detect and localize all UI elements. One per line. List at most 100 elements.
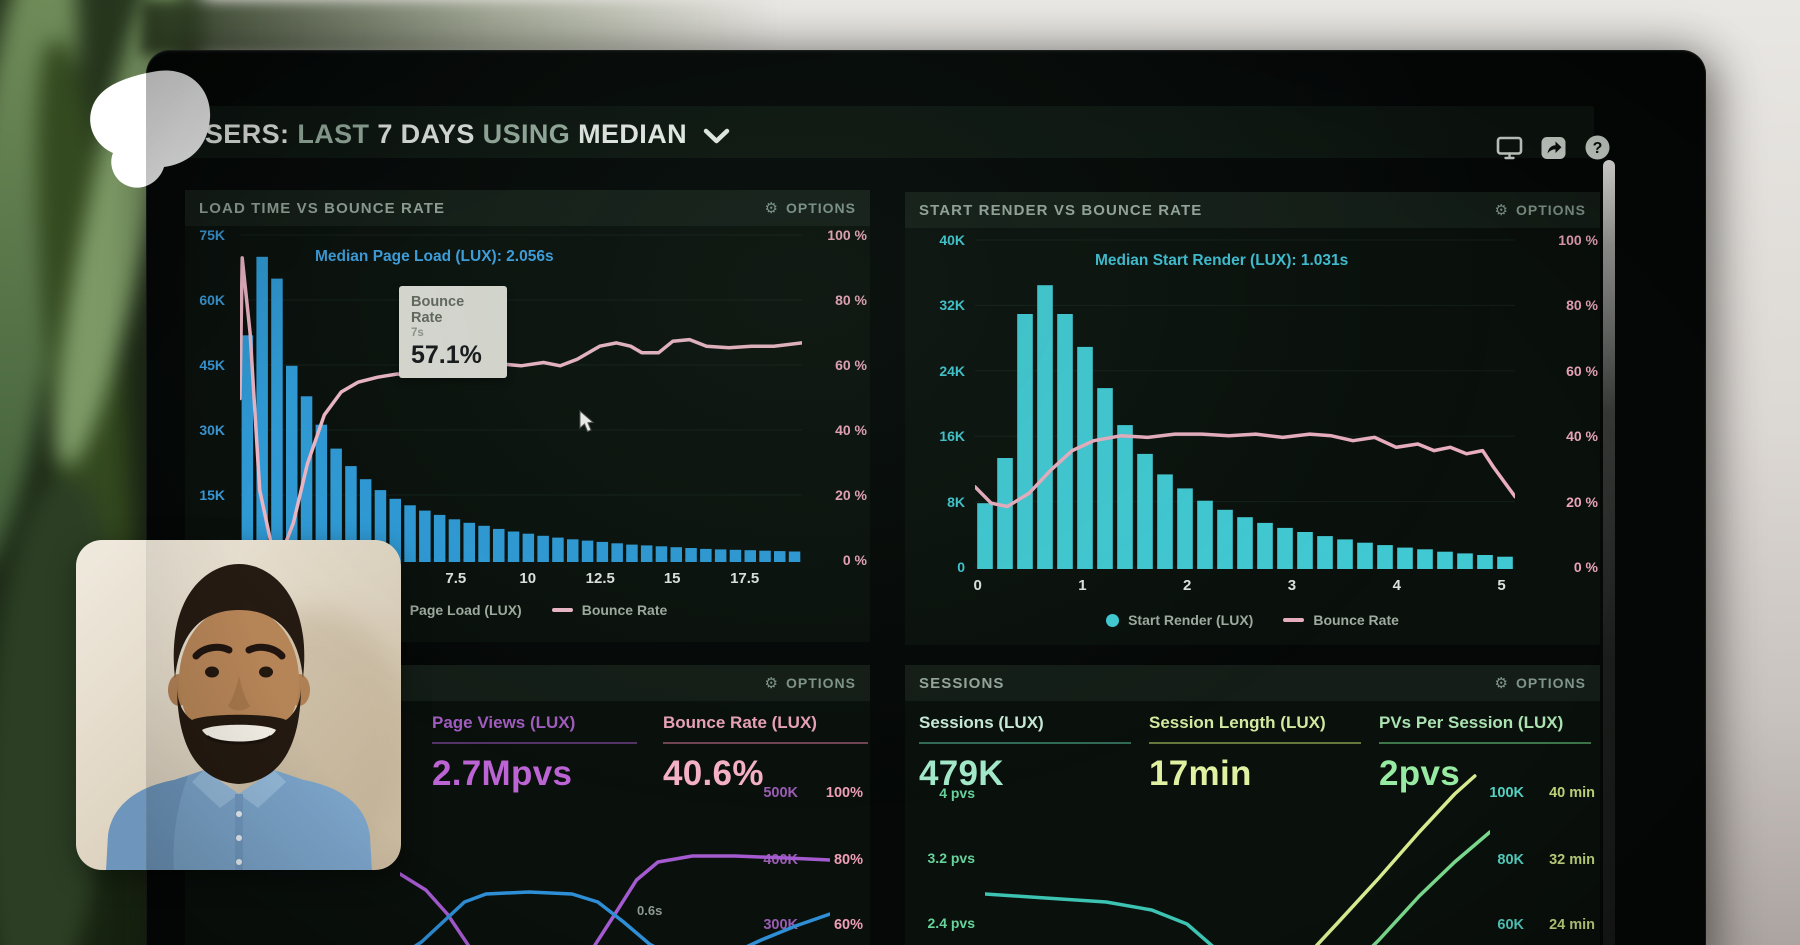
- y-axis-tick: 15K: [199, 487, 225, 503]
- options-label: OPTIONS: [785, 200, 856, 216]
- panel-header: START RENDER VS BOUNCE RATE ⚙ OPTIONS: [905, 192, 1600, 228]
- metric-label: Session Length (LUX): [1149, 713, 1326, 732]
- axis-scale-row: 400K 80%: [745, 852, 863, 868]
- webcam-overlay: [76, 540, 401, 870]
- gear-icon: ⚙: [764, 198, 779, 217]
- gear-icon: ⚙: [1494, 200, 1509, 219]
- legend-label: Bounce Rate: [581, 602, 668, 618]
- display-icon[interactable]: [1496, 134, 1523, 161]
- blue-line: [413, 890, 830, 945]
- legend-label: Start Render (LUX): [1128, 612, 1254, 628]
- metric-block: Session Length (LUX) 17min: [1149, 713, 1361, 794]
- axis-scale-label: 500K: [763, 785, 798, 801]
- x-axis-tick: 3: [1287, 577, 1297, 594]
- y-axis-tick-right: 20 %: [835, 487, 867, 503]
- median-annotation: Median Page Load (LUX): 2.056s: [315, 248, 554, 265]
- gear-icon: ⚙: [764, 673, 779, 692]
- plant-blur-top: [140, 0, 780, 56]
- axis-scale-label: 2.4 pvs: [927, 915, 975, 931]
- x-axis-tick: 10: [519, 570, 537, 587]
- metric-block: Bounce Rate (LUX) 40.6%: [663, 713, 868, 794]
- metric-underline: [1149, 742, 1361, 744]
- white-blob-overlay: [90, 70, 211, 188]
- y-axis-tick-right: 60 %: [835, 357, 867, 373]
- options-label: OPTIONS: [1515, 675, 1586, 691]
- bar-line-chart[interactable]: [975, 232, 1515, 577]
- share-icon[interactable]: [1540, 134, 1567, 161]
- axis-scale-label: 80%: [833, 852, 863, 868]
- title-part: MEDIAN: [570, 118, 688, 149]
- y-axis-tick: 32K: [939, 297, 965, 314]
- metric-label: Bounce Rate (LUX): [663, 713, 817, 732]
- axis-scale-label: 60K: [1497, 917, 1524, 933]
- y-axis-tick-right: 0 %: [1573, 559, 1598, 575]
- title-part: 7 DAYS: [369, 118, 475, 149]
- tooltip-title: Bounce Rate: [411, 294, 465, 326]
- axis-scale-label: 100%: [825, 785, 863, 801]
- chevron-down-icon[interactable]: [703, 128, 730, 145]
- y-axis-tick-right: 40 %: [835, 422, 867, 438]
- metric-label: Page Views (LUX): [432, 713, 576, 732]
- options-button[interactable]: ⚙ OPTIONS: [765, 675, 856, 691]
- bounce-rate-line: [975, 432, 1515, 509]
- metric-block: PVs Per Session (LUX) 2pvs: [1379, 713, 1591, 794]
- y-axis-tick: 30K: [199, 422, 225, 438]
- axis-corner-label: 0.6s: [637, 903, 663, 918]
- x-axis-tick: 7.5: [445, 570, 467, 587]
- metric-value: 2.7Mpvs: [432, 754, 573, 793]
- webcam-person: [76, 540, 401, 870]
- y-axis-tick: 40K: [939, 232, 965, 248]
- metric-value: 2pvs: [1379, 754, 1460, 793]
- axis-scale-label: 24 min: [1549, 917, 1595, 933]
- mini-line-chart[interactable]: [400, 770, 830, 945]
- y-axis-tick: 45K: [199, 357, 225, 373]
- y-axis-tick-right: 20 %: [1566, 493, 1598, 510]
- tooltip-subtitle: 7s: [411, 327, 424, 339]
- x-axis-tick: 12.5: [585, 570, 615, 587]
- page-title: USERS: LAST 7 DAYS USING MEDIAN: [185, 119, 687, 150]
- y-axis-tick-right: 100 %: [827, 227, 867, 243]
- legend-dot-swatch: [1106, 613, 1120, 627]
- browser-scrollbar[interactable]: [1603, 160, 1615, 945]
- axis-scale-label: 100K: [1489, 785, 1524, 801]
- panel-sessions: SESSIONS ⚙ OPTIONS Sessions (LUX) 479K Ses…: [905, 665, 1600, 945]
- toolbar: ?: [1496, 134, 1611, 161]
- metric-value: 479K: [919, 754, 1004, 793]
- legend-label: Page Load (LUX): [409, 602, 522, 618]
- axis-scale-label: 32 min: [1549, 852, 1595, 868]
- help-icon[interactable]: ?: [1584, 134, 1611, 161]
- axis-scale-row: 60K 24 min: [1473, 917, 1595, 933]
- options-button[interactable]: ⚙ OPTIONS: [765, 200, 856, 216]
- tooltip-value: 57.1%: [411, 341, 482, 369]
- dashboard-title-dropdown[interactable]: USERS: LAST 7 DAYS USING MEDIAN: [185, 114, 730, 154]
- y-axis-tick: 60K: [199, 292, 225, 308]
- metric-block: Page Views (LUX) 2.7Mpvs: [432, 713, 637, 794]
- median-annotation: Median Start Render (LUX): 1.031s: [1095, 252, 1349, 269]
- mini-line-chart[interactable]: [985, 770, 1490, 945]
- metric-value: 40.6%: [663, 754, 764, 793]
- y-axis-tick-right: 100 %: [1558, 232, 1598, 248]
- panel-start-render-vs-bounce-rate: START RENDER VS BOUNCE RATE ⚙ OPTIONS Me…: [905, 192, 1600, 645]
- x-axis-tick: 4: [1392, 577, 1401, 594]
- x-axis-tick: 2: [1183, 577, 1192, 594]
- sessions-line: [985, 892, 1214, 945]
- panel-title: SESSIONS: [919, 674, 1005, 692]
- y-axis-tick-right: 80 %: [835, 292, 867, 308]
- options-button[interactable]: ⚙ OPTIONS: [1495, 202, 1586, 218]
- metric-underline: [1379, 742, 1591, 744]
- y-axis-tick-right: 60 %: [1566, 362, 1598, 379]
- y-axis-tick: 24K: [939, 362, 965, 379]
- axis-scale-row: 80K 32 min: [1473, 852, 1595, 868]
- pvs-per-session-line: [1371, 830, 1490, 945]
- axis-scale-row: 500K 100%: [745, 785, 863, 801]
- x-axis-tick: 15: [663, 570, 681, 587]
- axis-scale-label: 80K: [1497, 852, 1524, 868]
- bar-line-chart[interactable]: [240, 230, 802, 570]
- legend-label: Bounce Rate: [1313, 612, 1399, 628]
- legend-item: Page Load (LUX): [387, 602, 522, 618]
- metric-underline: [919, 742, 1131, 744]
- options-label: OPTIONS: [1515, 202, 1586, 218]
- options-button[interactable]: ⚙ OPTIONS: [1495, 675, 1586, 691]
- metric-underline: [432, 742, 637, 744]
